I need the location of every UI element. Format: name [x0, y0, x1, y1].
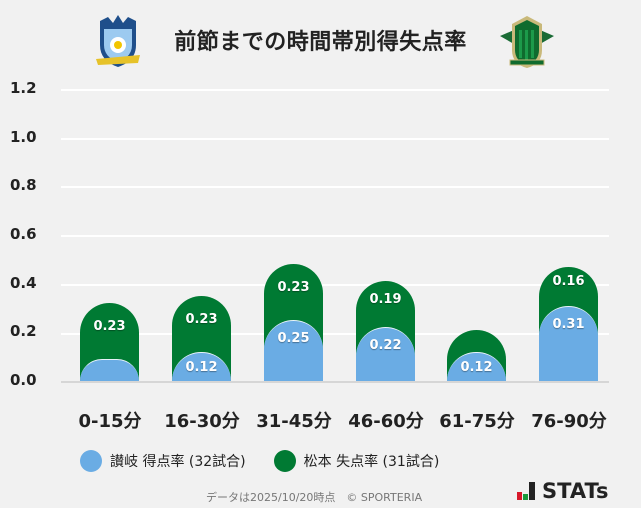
bar-value-label: 0.25	[277, 331, 310, 347]
x-tick-label: 76-90分	[531, 411, 607, 432]
legend-label: 松本 失点率 (31試合)	[303, 454, 440, 470]
chart-title: 前節までの時間帯別得失点率	[174, 30, 467, 55]
bar-value-label: 0.23	[93, 319, 126, 335]
gridline	[61, 333, 609, 335]
gridline	[61, 89, 609, 91]
bar-sanuki-scored: 0.25	[264, 320, 323, 381]
y-tick: 0.2	[10, 322, 37, 340]
y-tick: 1.2	[10, 79, 37, 97]
gridline	[61, 284, 609, 286]
legend-dot-blue-icon	[80, 450, 102, 472]
bar-sanuki-scored: 0.22	[356, 327, 415, 381]
bar-sanuki-scored	[80, 359, 139, 381]
sanuki-crest-icon	[96, 15, 140, 67]
y-tick: 0.4	[10, 274, 37, 292]
legend-item-sanuki: 讃岐 得点率 (32試合)	[80, 450, 246, 472]
x-tick-label: 61-75分	[439, 411, 515, 432]
x-tick-label: 46-60分	[348, 411, 424, 432]
y-tick: 0.6	[10, 225, 37, 243]
x-tick-label: 16-30分	[164, 411, 240, 432]
bar-chart: 1.2 1.0 0.8 0.6 0.4 0.2 0.0 0.23 0.23 0.12…	[10, 79, 609, 389]
bar-value-label: 0.23	[277, 280, 310, 296]
stats-bars-icon	[517, 482, 536, 500]
legend: 讃岐 得点率 (32試合) 松本 失点率 (31試合)	[80, 450, 467, 472]
y-tick: 0.8	[10, 176, 37, 194]
x-axis-baseline	[61, 381, 609, 383]
gridline	[61, 138, 609, 140]
data-timestamp-note: データは2025/10/20時点 © SPORTERIA	[206, 491, 423, 504]
bar-value-label: 0.12	[460, 359, 493, 375]
bar-value-label: 0.19	[369, 292, 402, 308]
bar-value-label: 0.23	[185, 311, 218, 327]
gridline	[61, 186, 609, 188]
bar-value-label: 0.22	[369, 338, 402, 354]
stats-brand-logo: STATs	[517, 479, 608, 503]
y-tick: 1.0	[10, 128, 37, 146]
matsumoto-crest-icon	[500, 16, 554, 68]
gridline	[61, 235, 609, 237]
x-tick-label: 0-15分	[78, 411, 142, 432]
bar-sanuki-scored: 0.31	[539, 305, 598, 381]
x-tick-label: 31-45分	[256, 411, 332, 432]
bar-value-label: 0.12	[185, 359, 218, 375]
y-tick: 0.0	[10, 371, 37, 389]
legend-label: 讃岐 得点率 (32試合)	[110, 454, 246, 470]
bar-value-label: 0.16	[552, 274, 585, 290]
bar-value-label: 0.31	[552, 316, 585, 332]
legend-dot-green-icon	[273, 450, 296, 472]
legend-item-matsumoto: 松本 失点率 (31試合)	[273, 450, 440, 472]
brand-name: STATs	[542, 479, 609, 503]
